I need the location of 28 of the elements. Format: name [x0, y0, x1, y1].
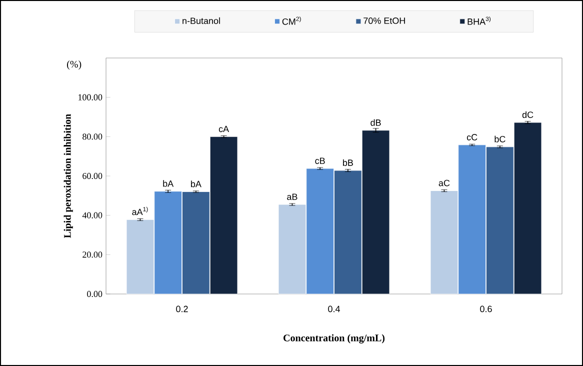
annotation: aB: [287, 194, 298, 200]
annotation: dC: [522, 111, 534, 118]
annotation: bA: [163, 180, 174, 187]
annotation: cA: [218, 126, 230, 132]
y-tick-label: 20.00: [82, 252, 102, 258]
y-tick-label: 100.00: [78, 94, 102, 100]
legend-label: BHA$^{3)}$: [468, 16, 491, 25]
text: (%): [67, 60, 82, 70]
annotation: bB: [343, 159, 353, 166]
legend-label: 70% EtOH: [364, 18, 405, 24]
y-axis-title: Lipid peroxidation inhibition: [64, 114, 73, 238]
legend-label: n-Butanol: [182, 17, 220, 24]
x-tick-label: 0.6: [480, 306, 492, 312]
annotation: dB: [370, 119, 381, 126]
annotation: cC: [466, 134, 478, 140]
x-tick-label: 0.4: [328, 306, 340, 312]
y-tick-label: 0.00: [87, 290, 102, 298]
annotation: cB: [315, 158, 325, 164]
annotation: bA: [191, 180, 202, 188]
annotation: aC: [438, 180, 450, 186]
y-tick-label: 40.00: [82, 212, 102, 218]
annotation: aA$^{1)}$: [132, 206, 148, 216]
y-tick-label: 60.00: [82, 172, 102, 180]
annotation: bC: [494, 136, 506, 142]
x-tick-label: 0.2: [176, 306, 188, 312]
y-tick-label: 80.00: [82, 134, 102, 140]
x-axis-title: Concentration (mg/mL): [284, 334, 385, 344]
legend-label: CM$^{2)}$: [282, 16, 301, 25]
